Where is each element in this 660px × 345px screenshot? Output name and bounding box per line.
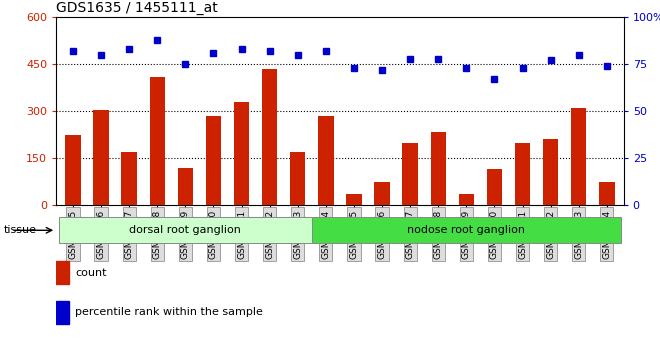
Bar <box>515 142 530 205</box>
Text: count: count <box>75 268 107 278</box>
Bar <box>346 194 362 205</box>
Bar <box>56 301 69 324</box>
Bar <box>403 142 418 205</box>
Bar <box>178 168 193 205</box>
Bar <box>486 169 502 205</box>
Text: percentile rank within the sample: percentile rank within the sample <box>75 307 263 317</box>
Bar <box>571 108 587 205</box>
Bar <box>262 69 277 205</box>
Bar <box>459 194 474 205</box>
Bar <box>290 152 306 205</box>
Text: dorsal root ganglion: dorsal root ganglion <box>129 225 242 235</box>
Bar <box>543 139 558 205</box>
Bar <box>93 110 109 205</box>
Bar <box>121 152 137 205</box>
Bar <box>430 132 446 205</box>
Bar <box>234 102 249 205</box>
Bar <box>318 116 333 205</box>
Bar <box>150 77 165 205</box>
Bar <box>374 182 390 205</box>
Bar <box>56 262 69 284</box>
Text: tissue: tissue <box>3 225 36 235</box>
Text: GDS1635 / 1455111_at: GDS1635 / 1455111_at <box>56 1 218 15</box>
FancyBboxPatch shape <box>312 217 621 244</box>
Bar <box>65 135 81 205</box>
Text: nodose root ganglion: nodose root ganglion <box>407 225 525 235</box>
FancyBboxPatch shape <box>59 217 312 244</box>
Bar <box>206 116 221 205</box>
Bar <box>599 182 614 205</box>
